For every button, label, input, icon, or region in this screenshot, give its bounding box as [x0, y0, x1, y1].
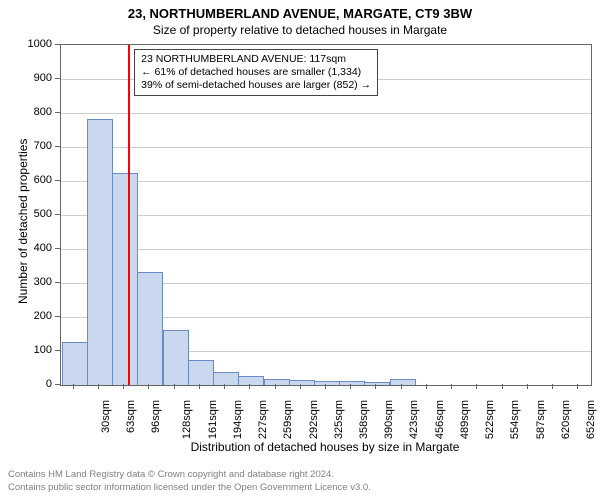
chart-subtitle: Size of property relative to detached ho…	[0, 21, 600, 37]
xtick-mark	[98, 384, 99, 389]
bar	[289, 380, 315, 385]
xtick-label: 63sqm	[125, 400, 137, 433]
xtick-mark	[73, 384, 74, 389]
xtick-mark	[476, 384, 477, 389]
gridline	[61, 181, 591, 182]
reference-line	[128, 45, 130, 385]
ytick-mark	[55, 112, 60, 113]
xtick-mark	[375, 384, 376, 389]
xtick-label: 227sqm	[257, 400, 269, 439]
ytick-mark	[55, 384, 60, 385]
ytick-label: 300	[12, 276, 52, 288]
bar	[364, 382, 390, 385]
ytick-label: 100	[12, 344, 52, 356]
footer-line: Contains public sector information licen…	[8, 482, 371, 494]
bar	[163, 330, 189, 385]
gridline	[61, 147, 591, 148]
ytick-label: 200	[12, 310, 52, 322]
xtick-mark	[123, 384, 124, 389]
ytick-mark	[55, 78, 60, 79]
xtick-mark	[451, 384, 452, 389]
bar	[390, 379, 416, 385]
xtick-mark	[577, 384, 578, 389]
ytick-label: 400	[12, 242, 52, 254]
xtick-mark	[502, 384, 503, 389]
x-axis-label: Distribution of detached houses by size …	[60, 440, 590, 454]
plot-area: 23 NORTHUMBERLAND AVENUE: 117sqm ← 61% o…	[60, 44, 592, 386]
xtick-label: 554sqm	[510, 400, 522, 439]
xtick-mark	[350, 384, 351, 389]
xtick-mark	[300, 384, 301, 389]
xtick-mark	[426, 384, 427, 389]
xtick-mark	[401, 384, 402, 389]
gridline	[61, 215, 591, 216]
ytick-mark	[55, 316, 60, 317]
annotation-line: 39% of semi-detached houses are larger (…	[141, 79, 371, 92]
xtick-label: 96sqm	[150, 400, 162, 433]
chart-container: 23, NORTHUMBERLAND AVENUE, MARGATE, CT9 …	[0, 0, 600, 500]
xtick-label: 259sqm	[282, 400, 294, 439]
ytick-label: 800	[12, 106, 52, 118]
ytick-label: 700	[12, 140, 52, 152]
bar	[87, 119, 113, 385]
footer: Contains HM Land Registry data © Crown c…	[8, 469, 371, 494]
ytick-label: 0	[12, 378, 52, 390]
annotation-line: ← 61% of detached houses are smaller (1,…	[141, 66, 371, 79]
xtick-label: 128sqm	[181, 400, 193, 439]
xtick-mark	[199, 384, 200, 389]
bar	[264, 379, 290, 385]
xtick-mark	[224, 384, 225, 389]
ytick-mark	[55, 350, 60, 351]
ytick-label: 1000	[12, 38, 52, 50]
xtick-mark	[249, 384, 250, 389]
bar	[238, 376, 264, 386]
xtick-mark	[527, 384, 528, 389]
xtick-label: 161sqm	[207, 400, 219, 439]
bar	[112, 173, 138, 385]
gridline	[61, 113, 591, 114]
xtick-label: 30sqm	[100, 400, 112, 433]
bar	[339, 381, 365, 385]
xtick-mark	[552, 384, 553, 389]
ytick-mark	[55, 44, 60, 45]
xtick-label: 325sqm	[333, 400, 345, 439]
annotation-box: 23 NORTHUMBERLAND AVENUE: 117sqm ← 61% o…	[134, 49, 378, 96]
ytick-label: 900	[12, 72, 52, 84]
xtick-mark	[174, 384, 175, 389]
xtick-label: 522sqm	[484, 400, 496, 439]
xtick-label: 194sqm	[232, 400, 244, 439]
bar	[137, 272, 163, 385]
xtick-label: 489sqm	[459, 400, 471, 439]
xtick-label: 587sqm	[535, 400, 547, 439]
xtick-label: 423sqm	[409, 400, 421, 439]
xtick-label: 456sqm	[434, 400, 446, 439]
bar	[62, 342, 88, 386]
chart-title: 23, NORTHUMBERLAND AVENUE, MARGATE, CT9 …	[0, 0, 600, 21]
xtick-mark	[275, 384, 276, 389]
xtick-label: 620sqm	[560, 400, 572, 439]
xtick-label: 652sqm	[585, 400, 597, 439]
footer-line: Contains HM Land Registry data © Crown c…	[8, 469, 371, 481]
ytick-mark	[55, 180, 60, 181]
xtick-label: 358sqm	[358, 400, 370, 439]
annotation-line: 23 NORTHUMBERLAND AVENUE: 117sqm	[141, 53, 371, 66]
bar	[188, 360, 214, 385]
ytick-mark	[55, 248, 60, 249]
xtick-label: 390sqm	[383, 400, 395, 439]
xtick-label: 292sqm	[308, 400, 320, 439]
gridline	[61, 249, 591, 250]
bar	[213, 372, 239, 385]
xtick-mark	[325, 384, 326, 389]
ytick-mark	[55, 214, 60, 215]
ytick-mark	[55, 282, 60, 283]
xtick-mark	[148, 384, 149, 389]
ytick-label: 600	[12, 174, 52, 186]
ytick-label: 500	[12, 208, 52, 220]
ytick-mark	[55, 146, 60, 147]
bar	[314, 381, 340, 385]
